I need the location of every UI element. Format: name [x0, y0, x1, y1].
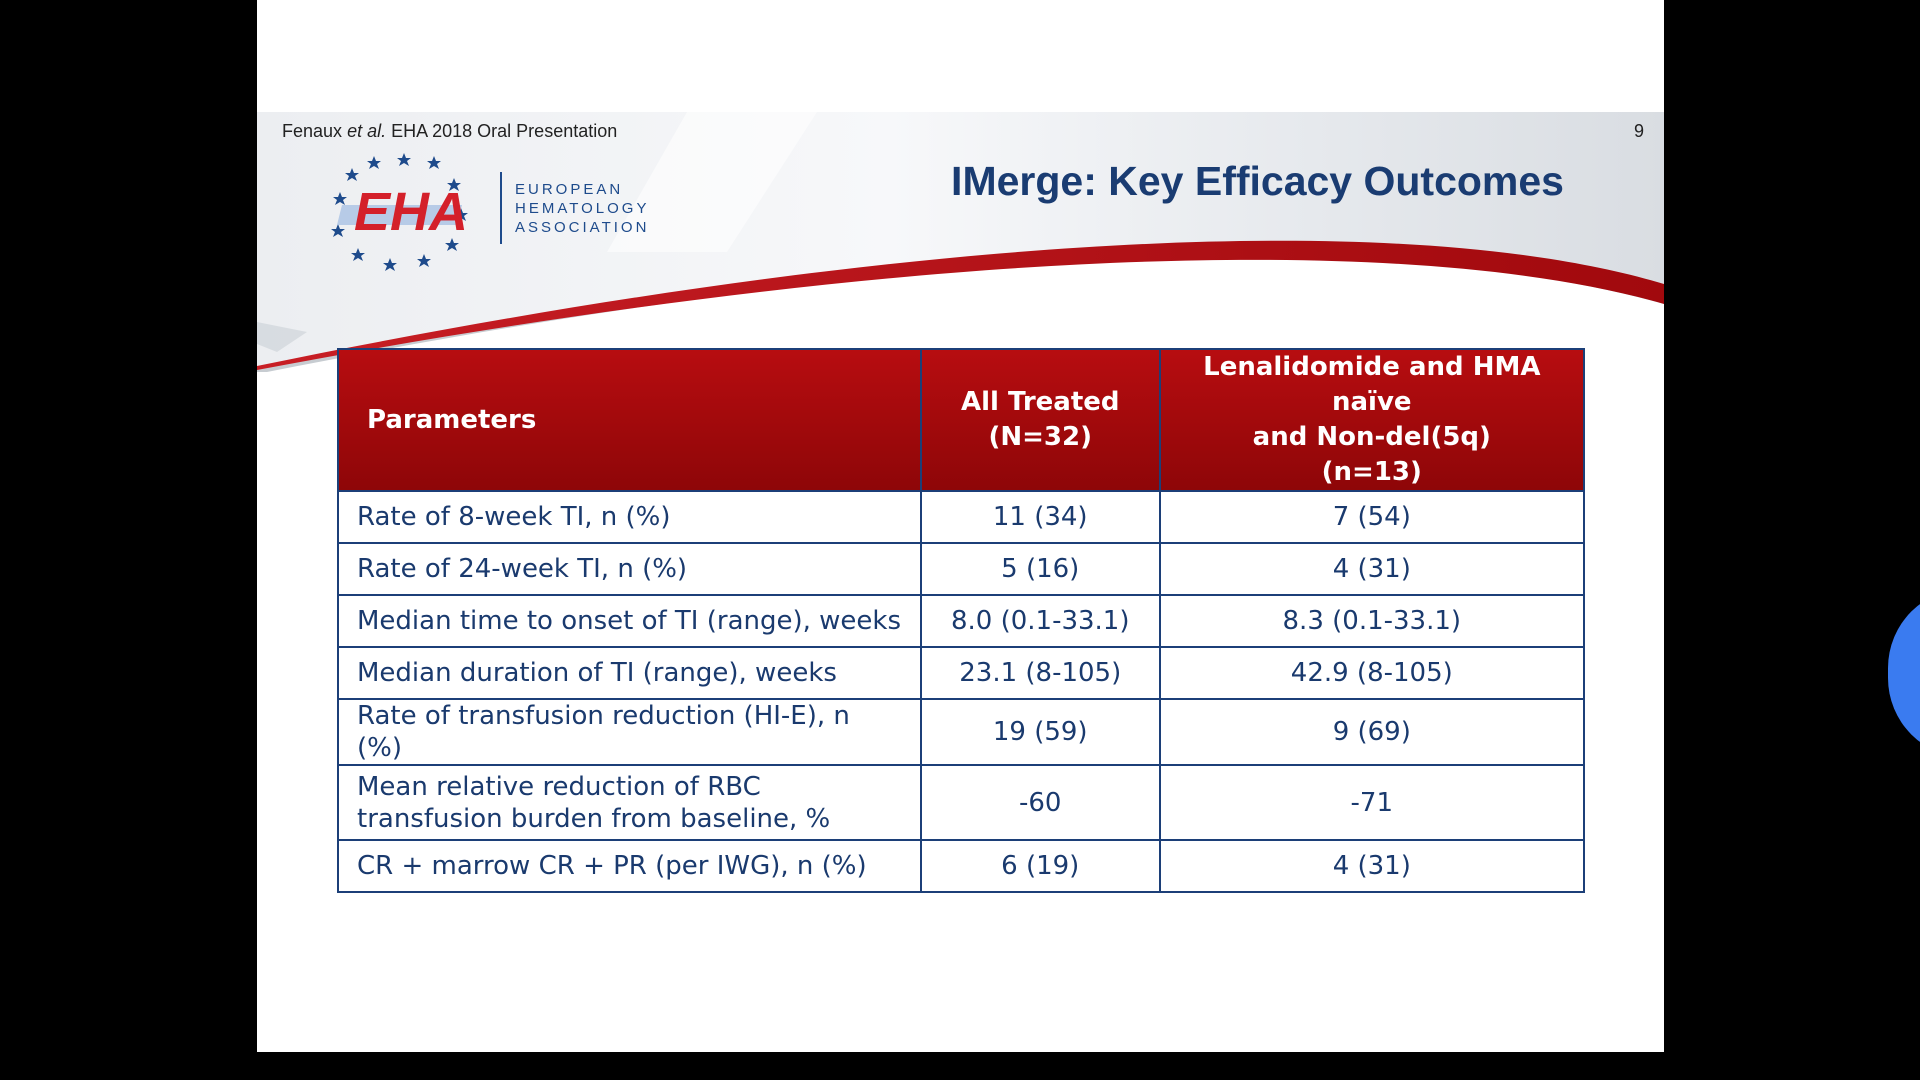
row-subgroup: 4 (31) — [1158, 542, 1586, 596]
row-all-treated: 19 (59) — [919, 698, 1161, 766]
logo-line-2: HEMATOLOGY — [515, 200, 650, 217]
header-parameters: Parameters — [337, 348, 922, 492]
row-all-treated: 23.1 (8-105) — [919, 646, 1161, 700]
row-all-treated: -60 — [919, 764, 1161, 841]
table-row: Median duration of TI (range), weeks 23.… — [337, 646, 1586, 700]
citation-rest: EHA 2018 Oral Presentation — [391, 121, 618, 141]
row-parameter: CR + marrow CR + PR (per IWG), n (%) — [337, 839, 922, 893]
table-row: Rate of 8-week TI, n (%) 11 (34) 7 (54) — [337, 490, 1586, 544]
row-all-treated: 8.0 (0.1-33.1) — [919, 594, 1161, 648]
map-shape — [337, 205, 462, 225]
table-header-row: Parameters All Treated (N=32) Lenalidomi… — [337, 348, 1586, 492]
header-all-treated: All Treated (N=32) — [919, 348, 1161, 492]
header-subgroup-line2: and Non-del(5q) — [1252, 422, 1491, 452]
side-overlay-tab[interactable] — [1888, 588, 1920, 758]
row-all-treated: 11 (34) — [919, 490, 1161, 544]
table-row: Median time to onset of TI (range), week… — [337, 594, 1586, 648]
table-row: Mean relative reduction of RBC transfusi… — [337, 764, 1586, 841]
table-row: CR + marrow CR + PR (per IWG), n (%) 6 (… — [337, 839, 1586, 893]
row-parameter: Rate of 24-week TI, n (%) — [337, 542, 922, 596]
header-subgroup-line1: Lenalidomide and HMA naïve — [1203, 352, 1541, 417]
slide-title: IMerge: Key Efficacy Outcomes — [951, 158, 1564, 204]
row-parameter-line1: Mean relative reduction of RBC — [357, 771, 761, 802]
row-subgroup: 7 (54) — [1158, 490, 1586, 544]
header-all-treated-line2: (N=32) — [988, 422, 1092, 452]
row-parameter: Rate of 8-week TI, n (%) — [337, 490, 922, 544]
logo-wordmark: EUROPEAN HEMATOLOGY ASSOCIATION — [515, 180, 649, 237]
row-subgroup: 42.9 (8-105) — [1158, 646, 1586, 700]
header-subgroup-line3: (n=13) — [1321, 457, 1422, 487]
row-subgroup: -71 — [1158, 764, 1586, 841]
logo-line-1: EUROPEAN — [515, 181, 624, 198]
logo-line-3: ASSOCIATION — [515, 219, 650, 236]
row-all-treated: 5 (16) — [919, 542, 1161, 596]
row-parameter: Rate of transfusion reduction (HI-E), n … — [337, 698, 922, 766]
row-subgroup: 8.3 (0.1-33.1) — [1158, 594, 1586, 648]
star-ring-icon — [331, 153, 468, 271]
header-banner — [257, 112, 1664, 372]
row-parameter: Mean relative reduction of RBC transfusi… — [337, 764, 922, 841]
logo-mark: EHA — [354, 182, 468, 242]
citation-etal: et al. — [347, 121, 387, 141]
row-subgroup: 4 (31) — [1158, 839, 1586, 893]
row-parameter: Median duration of TI (range), weeks — [337, 646, 922, 700]
efficacy-table: Parameters All Treated (N=32) Lenalidomi… — [337, 348, 1586, 893]
slide: Fenaux et al. EHA 2018 Oral Presentation… — [257, 0, 1664, 1052]
row-all-treated: 6 (19) — [919, 839, 1161, 893]
eha-logo: EHA — [331, 153, 502, 271]
header-all-treated-line1: All Treated — [960, 387, 1120, 417]
table-row: Rate of 24-week TI, n (%) 5 (16) 4 (31) — [337, 542, 1586, 596]
row-subgroup: 9 (69) — [1158, 698, 1586, 766]
slide-number: 9 — [1633, 121, 1644, 141]
citation: Fenaux et al. EHA 2018 Oral Presentation — [282, 121, 617, 142]
header-subgroup: Lenalidomide and HMA naïve and Non-del(5… — [1158, 348, 1586, 492]
table-row: Rate of transfusion reduction (HI-E), n … — [337, 698, 1586, 766]
row-parameter-line2: transfusion burden from baseline, % — [357, 803, 831, 834]
row-parameter: Median time to onset of TI (range), week… — [337, 594, 922, 648]
citation-author: Fenaux — [282, 121, 343, 141]
